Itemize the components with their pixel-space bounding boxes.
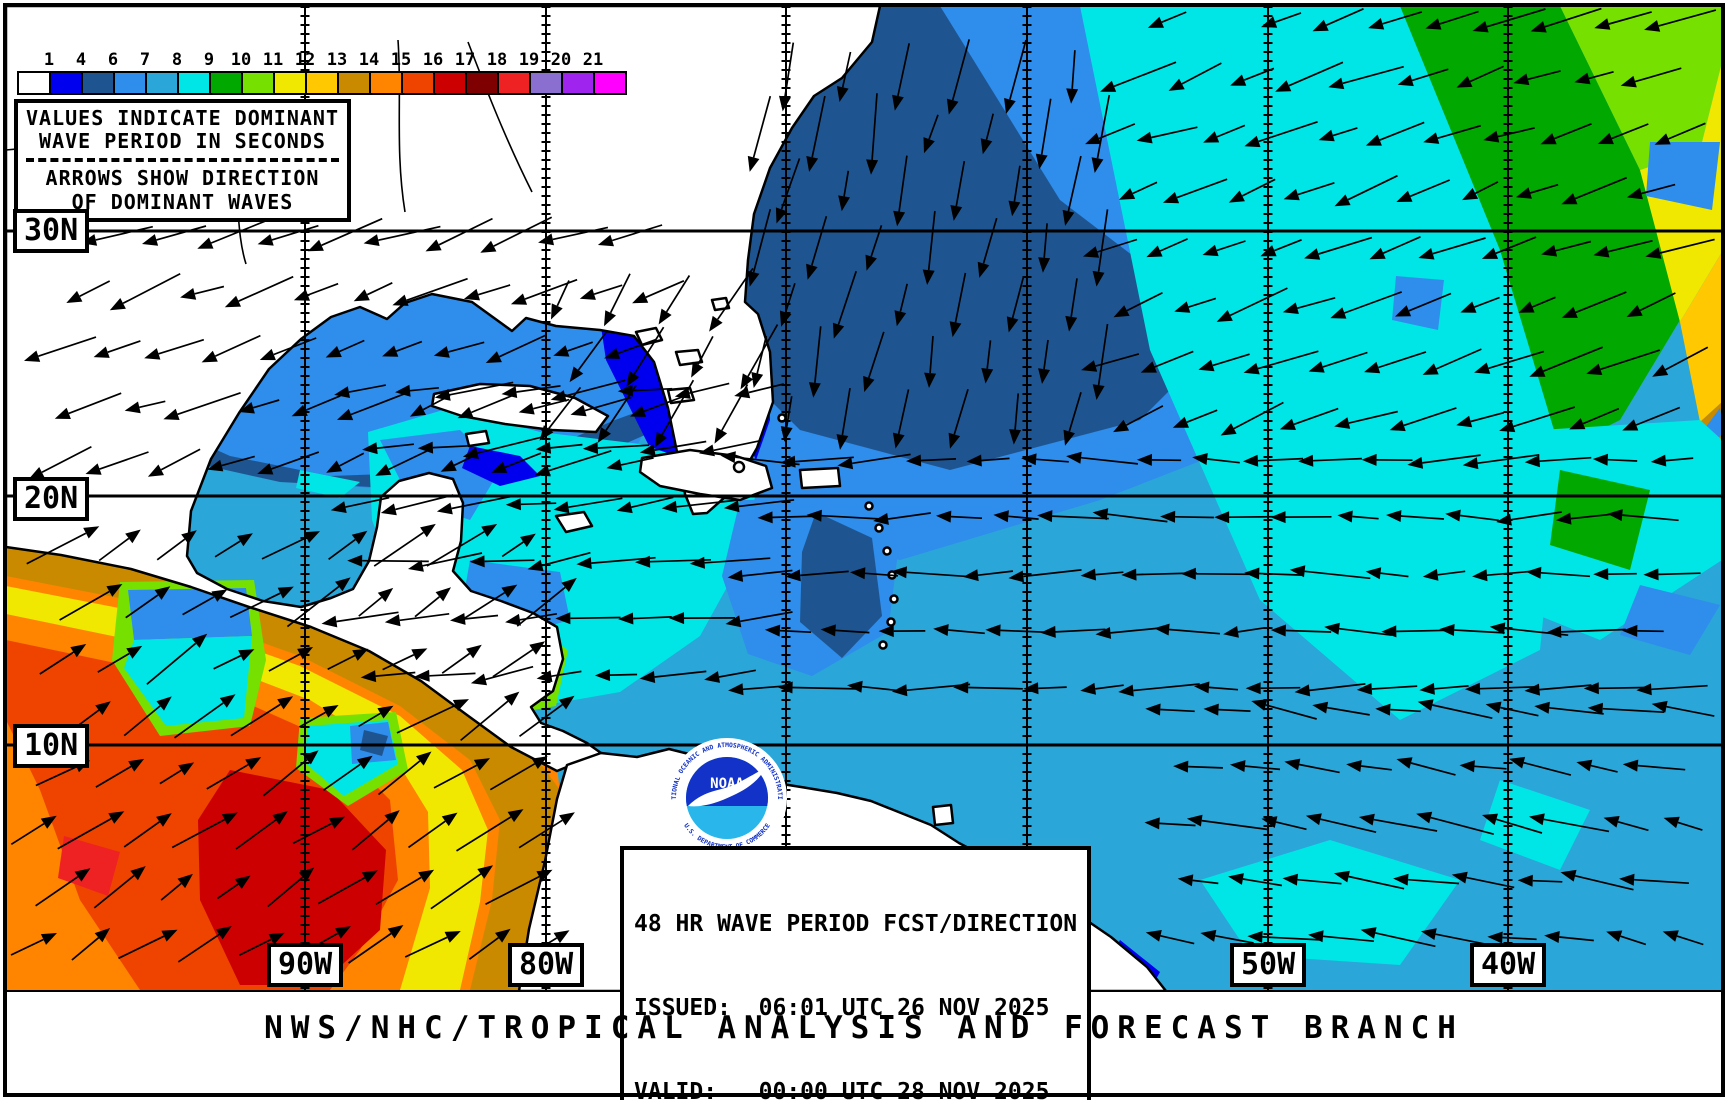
scale-tick-17: 17 — [454, 50, 476, 70]
scale-tick-13: 13 — [326, 50, 348, 70]
scale-tick-6: 6 — [107, 50, 119, 70]
scale-cell-8 — [273, 71, 307, 95]
graticule — [6, 6, 1722, 990]
island-trinidad — [931, 803, 955, 827]
region-tehuantepec-royal — [128, 588, 252, 640]
forecast-issued: ISSUED: 06:01 UTC 26 NOV 2025 — [634, 995, 1050, 1022]
noaa-gull-icon — [688, 764, 768, 807]
color-scale-ticks: 1 4 6 7 8 9 10 11 12 13 14 15 16 17 18 19 20 21 — [33, 50, 627, 71]
scale-cell-5 — [177, 71, 211, 95]
island-jamaica — [554, 510, 594, 534]
legend-note-line4: OF DOMINANT WAVES — [71, 189, 294, 214]
forecast-title: 48 HR WAVE PERIOD FCST/DIRECTION — [634, 911, 1078, 938]
scale-cell-18 — [593, 71, 627, 95]
scale-cell-17 — [561, 71, 595, 95]
lon-label-90W: 90W — [267, 943, 344, 987]
scale-tick-18: 18 — [486, 50, 508, 70]
lon-label-40W: 40W — [1470, 943, 1547, 987]
color-scale: 1 4 6 7 8 9 10 11 12 13 14 15 16 17 18 19 20 21 — [17, 50, 627, 95]
scale-tick-10: 10 — [230, 50, 252, 70]
island-isla-juventud — [464, 429, 491, 448]
island-antilles-3 — [882, 546, 892, 556]
region-lime-band — [1560, 6, 1722, 170]
scale-cell-4 — [145, 71, 179, 95]
scale-cell-10 — [337, 71, 371, 95]
scale-tick-21: 21 — [582, 50, 604, 70]
scale-tick-12: 12 — [294, 50, 316, 70]
lat-label-10N: 10N — [13, 724, 90, 768]
legend-divider — [26, 158, 339, 163]
scale-cell-13 — [433, 71, 467, 95]
forecast-valid: VALID: 00:00 UTC 28 NOV 2025 — [634, 1079, 1050, 1100]
island-antilles-5 — [889, 594, 899, 604]
scale-cell-0 — [17, 71, 51, 95]
scale-tick-1: 1 — [43, 50, 55, 70]
scale-cell-7 — [241, 71, 275, 95]
region-green-band — [1400, 6, 1680, 450]
lat-label-30N: 30N — [13, 209, 90, 253]
region-pacific-red-spot — [58, 836, 120, 896]
lon-label-80W: 80W — [508, 943, 585, 987]
region-tehuantepec-cyan — [124, 636, 252, 726]
noaa-wordmark: NOAA — [710, 776, 744, 792]
meridian-ticks — [300, 6, 1513, 990]
scale-cell-11 — [369, 71, 403, 95]
region-royal-patch-ne1 — [1646, 142, 1720, 210]
scale-cell-2 — [81, 71, 115, 95]
island-antilles-6 — [886, 617, 896, 627]
scale-cell-14 — [465, 71, 499, 95]
forecast-info-box: 48 HR WAVE PERIOD FCST/DIRECTION ISSUED:… — [620, 846, 1092, 1100]
scale-tick-15: 15 — [390, 50, 412, 70]
scale-cell-15 — [497, 71, 531, 95]
wave-direction-arrows — [10, 7, 1717, 964]
island-antilles-1 — [864, 501, 874, 511]
lake-okeechobee — [732, 460, 746, 474]
region-gold-band — [1680, 252, 1722, 422]
scale-cell-6 — [209, 71, 243, 95]
scale-tick-7: 7 — [139, 50, 151, 70]
lon-label-50W: 50W — [1230, 943, 1307, 987]
scale-tick-14: 14 — [358, 50, 380, 70]
scale-tick-8: 8 — [171, 50, 183, 70]
island-bahamas-4 — [710, 296, 731, 312]
color-scale-cells — [17, 71, 627, 95]
island-bahamas-2 — [674, 348, 704, 367]
scale-tick-16: 16 — [422, 50, 444, 70]
scale-tick-11: 11 — [262, 50, 284, 70]
scale-cell-9 — [305, 71, 339, 95]
scale-cell-1 — [49, 71, 83, 95]
scale-cell-3 — [113, 71, 147, 95]
scale-tick-9: 9 — [203, 50, 215, 70]
island-puerto-rico — [798, 466, 842, 490]
scale-tick-20: 20 — [550, 50, 572, 70]
legend-note-line1: VALUES INDICATE DOMINANT — [26, 106, 339, 130]
scale-cell-12 — [401, 71, 435, 95]
region-royal-blob-right — [1620, 585, 1720, 655]
branch-footer: NWS/NHC/TROPICAL ANALYSIS AND FORECAST B… — [264, 1010, 1464, 1046]
region-antilles-navy — [800, 512, 882, 658]
island-antilles-7 — [878, 640, 888, 650]
region-papagayo-navy — [360, 730, 388, 756]
island-antilles-2 — [874, 523, 884, 533]
legend-note-line3: ARROWS SHOW DIRECTION — [45, 166, 320, 191]
scale-cell-16 — [529, 71, 563, 95]
region-royal-patch-ne2 — [1392, 276, 1444, 330]
scale-tick-4: 4 — [75, 50, 87, 70]
legend-note-box: VALUES INDICATE DOMINANT WAVE PERIOD IN … — [14, 99, 351, 222]
legend-note-line2: WAVE PERIOD IN SECONDS — [39, 129, 326, 154]
region-gulf-cyan1 — [296, 470, 360, 498]
scale-tick-19: 19 — [518, 50, 540, 70]
lat-label-20N: 20N — [13, 477, 90, 521]
